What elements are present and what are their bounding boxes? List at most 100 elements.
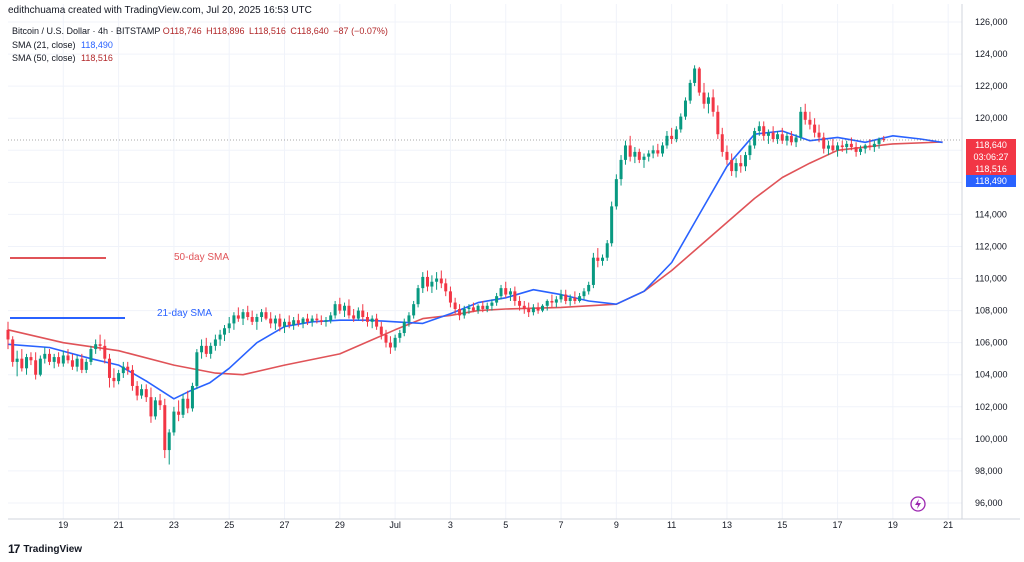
candle [554, 296, 558, 308]
candle [435, 272, 439, 290]
candle-body [370, 318, 374, 322]
candle-body [462, 308, 466, 316]
candle-body [508, 291, 512, 295]
candle [20, 349, 24, 372]
candle-body [725, 151, 729, 160]
chart-grid [8, 4, 962, 519]
candle-body [338, 304, 342, 311]
candle [601, 254, 605, 266]
candle-body [223, 328, 227, 335]
candle [462, 305, 466, 319]
candle-body [670, 135, 674, 140]
candle [70, 353, 74, 370]
candle [845, 140, 849, 154]
candle-body [734, 163, 738, 172]
candle [605, 240, 609, 261]
legend-sma21-row[interactable]: SMA (21, close) 118,490 [12, 40, 113, 50]
candle [421, 272, 425, 293]
candle [840, 140, 844, 152]
candle-body [11, 339, 15, 362]
footer-brand[interactable]: 17 TradingView [8, 542, 82, 556]
candle [757, 121, 761, 136]
candle [803, 103, 807, 125]
candle-body [75, 358, 79, 367]
sma50-price-tag: 118,516 [966, 163, 1016, 175]
candle [587, 281, 591, 295]
y-tick-label: 100,000 [975, 434, 1008, 444]
candle [283, 318, 287, 334]
candle [766, 129, 770, 144]
candle-body [854, 147, 858, 152]
candle [716, 105, 720, 140]
candles [6, 65, 886, 465]
candle-body [545, 300, 549, 306]
candle [495, 292, 499, 306]
candle [213, 334, 217, 351]
candle [868, 139, 872, 151]
candle [388, 336, 392, 354]
candle [416, 284, 420, 308]
candle-body [872, 143, 876, 148]
candle [518, 296, 522, 311]
candle [706, 92, 710, 114]
candle [167, 429, 171, 465]
candle-body [753, 131, 757, 146]
candle [836, 142, 840, 157]
candle [352, 308, 356, 322]
candle [29, 352, 33, 366]
candle [287, 315, 291, 329]
candle [94, 339, 98, 354]
candle [402, 318, 406, 337]
candle [273, 315, 277, 330]
candle [614, 174, 618, 210]
candle-body [476, 305, 480, 311]
candle [292, 317, 296, 330]
candle [859, 145, 863, 156]
candle-body [665, 135, 669, 146]
candle-body [264, 312, 268, 319]
candle [776, 131, 780, 144]
candle-body [112, 377, 116, 382]
candle-body [845, 143, 849, 148]
candle-body [209, 345, 213, 354]
candle [425, 270, 429, 292]
candle [439, 270, 443, 289]
candle-body [52, 357, 56, 362]
candle-body [840, 145, 844, 148]
candle [296, 313, 300, 327]
candle-body [296, 320, 300, 324]
candle [642, 153, 646, 168]
candle [734, 158, 738, 178]
candle [444, 278, 448, 297]
candle-body [610, 206, 614, 244]
candle-body [163, 405, 167, 451]
candle [269, 312, 273, 329]
candle [817, 124, 821, 143]
candle [813, 118, 817, 138]
legend-sma50-label: SMA (50, close) [12, 53, 76, 63]
candle [794, 134, 798, 148]
candle-body [605, 243, 609, 258]
candle-body [181, 398, 185, 415]
candle-body [536, 307, 540, 311]
candle-body [799, 111, 803, 138]
candle-body [260, 312, 264, 317]
candle-body [504, 288, 508, 295]
candle [38, 355, 42, 377]
candle-body [642, 156, 646, 160]
candle [882, 135, 886, 142]
candle [200, 339, 204, 359]
candle-body [614, 179, 618, 207]
legend-sma50-row[interactable]: SMA (50, close) 118,516 [12, 53, 113, 63]
candle [204, 337, 208, 358]
candle [319, 315, 323, 326]
x-tick-label: 21 [114, 520, 124, 530]
candle [743, 151, 747, 172]
candle-body [780, 134, 784, 141]
candle-body [776, 134, 780, 140]
candle [541, 304, 545, 313]
candle-body [34, 360, 38, 375]
candle-body [204, 345, 208, 354]
candle [568, 294, 572, 306]
